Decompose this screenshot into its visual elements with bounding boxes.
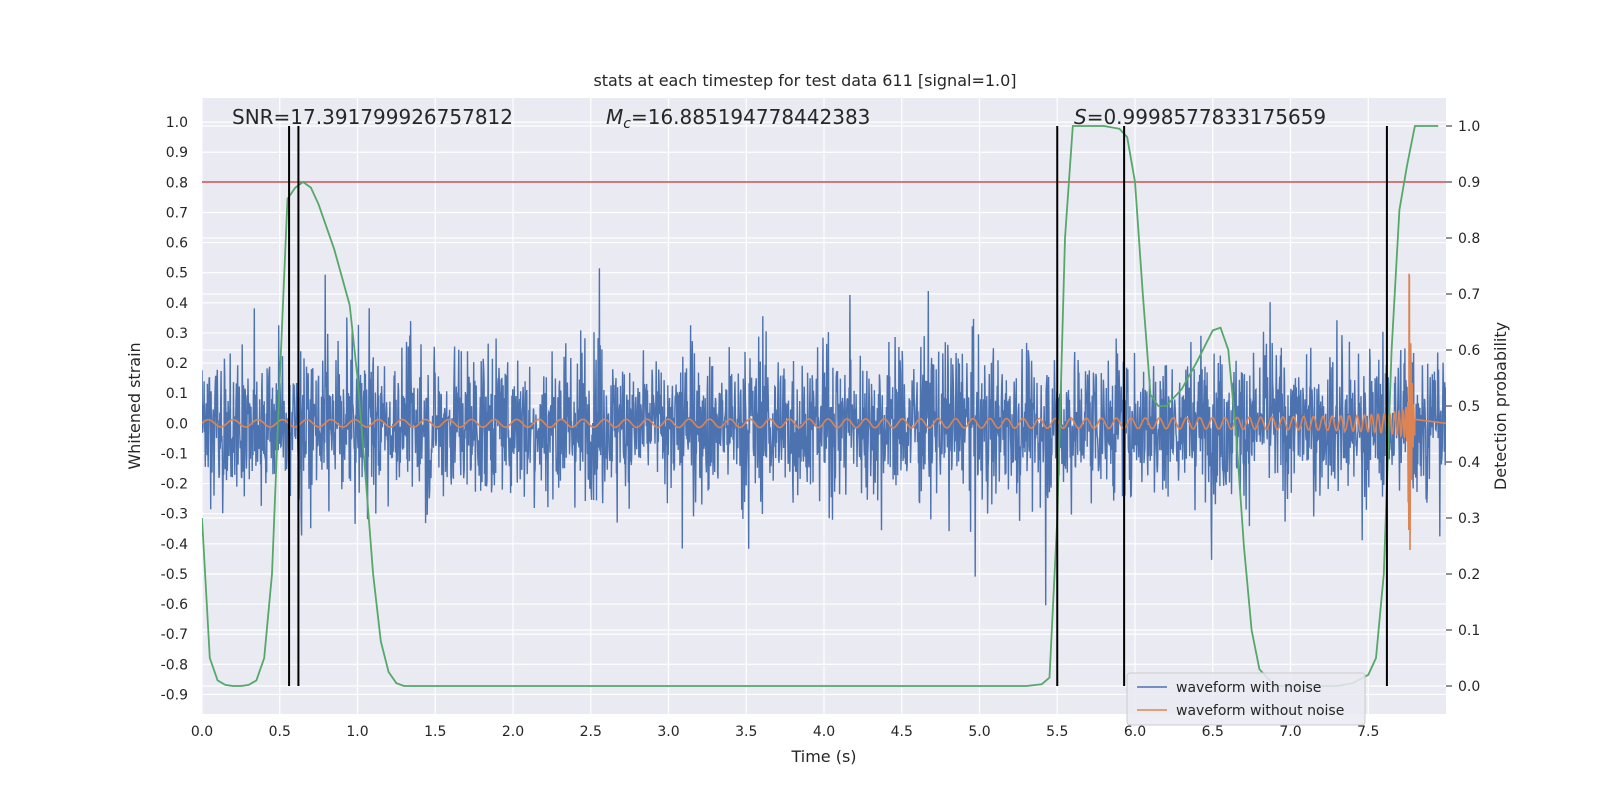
x-tick-label: 1.5	[424, 724, 446, 740]
x-tick-label: 7.5	[1357, 724, 1379, 740]
legend-label-noise: waveform with noise	[1176, 680, 1321, 696]
y-tick-label: 0.4	[166, 296, 188, 312]
y-tick-label: -0.3	[161, 507, 188, 523]
x-tick-label: 4.0	[813, 724, 835, 740]
legend-box	[1126, 672, 1366, 726]
y-tick-label: 0.8	[166, 175, 188, 191]
x-tick-label: 6.5	[1202, 724, 1224, 740]
y-tick-label: 0.7	[166, 205, 188, 221]
y2-tick-label: 0.2	[1458, 567, 1480, 583]
y-tick-label: 1.0	[166, 115, 188, 131]
mc-value: =16.885194778442383	[631, 105, 870, 129]
series-waveform-without-noise	[202, 273, 1446, 551]
y-tick-label: -0.6	[161, 597, 188, 613]
y-tick-label: -0.1	[161, 446, 188, 462]
y-tick-label: 0.6	[166, 236, 188, 252]
x-tick-label: 1.0	[346, 724, 368, 740]
mc-subscript: c	[623, 116, 631, 132]
y2-tick-label: 0.3	[1458, 511, 1480, 527]
y2-tick-label: 0.6	[1458, 343, 1480, 359]
y2-axis-label: Detection probability	[1491, 322, 1510, 490]
s-value: =0.9998577833175659	[1087, 105, 1326, 129]
legend-label-clean: waveform without noise	[1176, 703, 1344, 719]
y-tick-label: 0.5	[166, 266, 188, 282]
legend: waveform with noise waveform without noi…	[1126, 672, 1366, 726]
y-axis-label: Whitened strain	[125, 342, 144, 469]
x-tick-label: 7.0	[1279, 724, 1301, 740]
y2-tick-label: 0.4	[1458, 455, 1480, 471]
event-lines	[288, 126, 1388, 686]
ticks: 0.0 0.5 1.0 1.5 2.0 2.5 3.0 3.5 4.0 4.5 5.0 5.5 6.0 6…	[161, 115, 1481, 740]
y-tick-label: -0.5	[161, 567, 188, 583]
x-tick-label: 3.0	[657, 724, 679, 740]
chirp-mass-annotation: Mc=16.885194778442383	[606, 105, 870, 132]
x-axis-label: Time (s)	[790, 747, 856, 766]
y2-tick-label: 0.8	[1458, 231, 1480, 247]
x-tick-label: 2.5	[580, 724, 602, 740]
x-tick-label: 5.5	[1046, 724, 1068, 740]
y2-tick-label: 0.7	[1458, 287, 1480, 303]
series-waveform-with-noise	[202, 268, 1446, 606]
x-tick-label: 2.0	[502, 724, 524, 740]
y-tick-label: -0.2	[161, 477, 188, 493]
y2-tick-label: 0.1	[1458, 623, 1480, 639]
y-tick-label: -0.7	[161, 627, 188, 643]
y2-tick-label: 0.0	[1458, 679, 1480, 695]
x-tick-label: 0.5	[269, 724, 291, 740]
y2-tick-label: 0.9	[1458, 175, 1480, 191]
y-tick-label: -0.8	[161, 657, 188, 673]
mc-symbol: M	[606, 105, 623, 129]
y-tick-label: 0.3	[166, 326, 188, 342]
s-annotation: S=0.9998577833175659	[1074, 105, 1326, 129]
y2-tick-label: 1.0	[1458, 119, 1480, 135]
y-tick-label: 0.2	[166, 356, 188, 372]
x-tick-label: 5.0	[968, 724, 990, 740]
y-tick-label: 0.0	[166, 416, 188, 432]
y-tick-label: 0.9	[166, 145, 188, 161]
snr-annotation: SNR=17.391799926757812	[232, 105, 513, 129]
s-symbol: S	[1074, 105, 1087, 129]
chart-title: stats at each timestep for test data 611…	[593, 71, 1016, 90]
y-tick-label: 0.1	[166, 386, 188, 402]
x-tick-label: 6.0	[1124, 724, 1146, 740]
y-tick-label: -0.4	[161, 537, 188, 553]
y2-tick-label: 0.5	[1458, 399, 1480, 415]
x-tick-label: 0.0	[191, 724, 213, 740]
x-tick-label: 3.5	[735, 724, 757, 740]
y-tick-label: -0.9	[161, 687, 188, 703]
x-tick-label: 4.5	[891, 724, 913, 740]
